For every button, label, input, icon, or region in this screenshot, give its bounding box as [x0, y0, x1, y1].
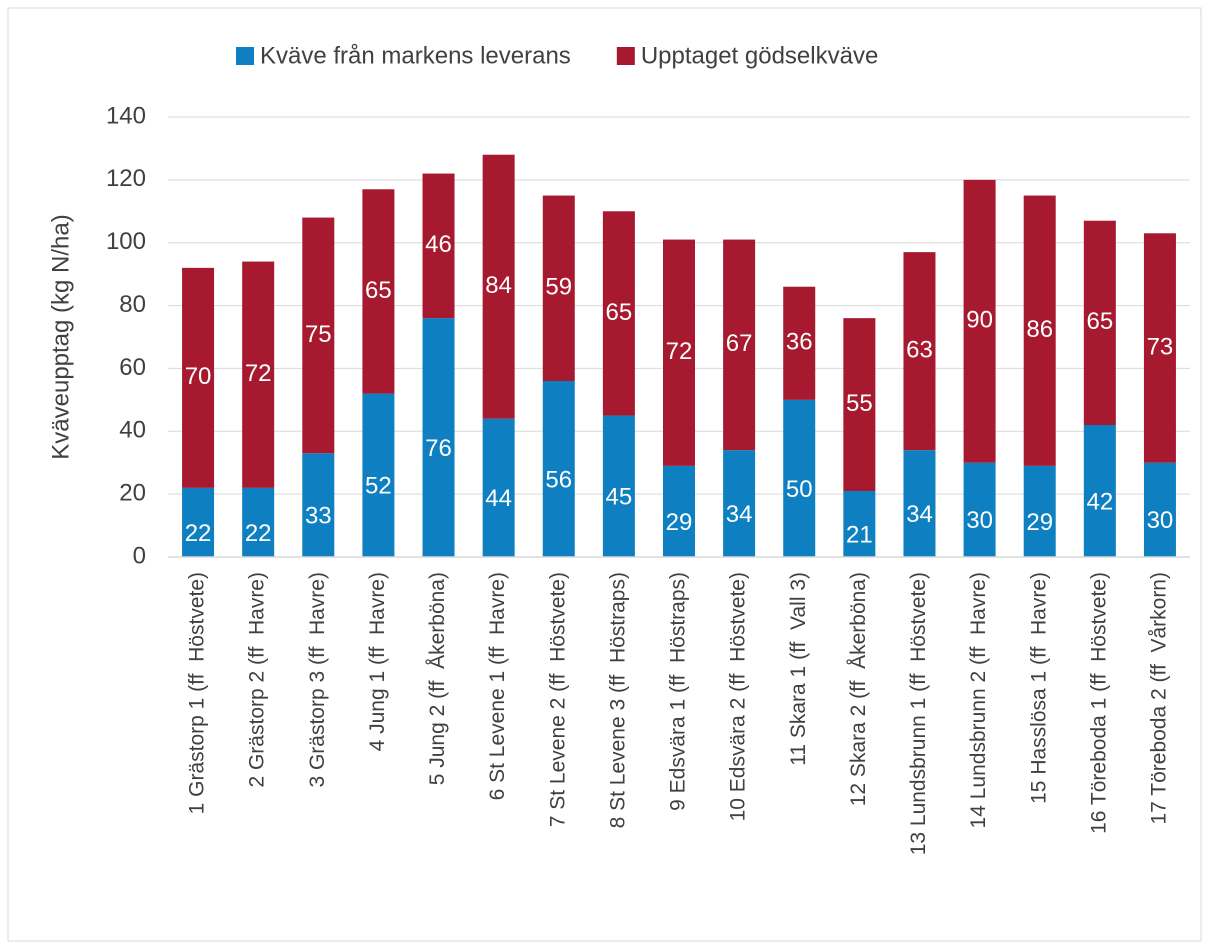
data-label: 29 — [1026, 509, 1053, 536]
y-tick-label: 20 — [119, 479, 146, 506]
data-label: 84 — [485, 272, 512, 299]
data-label: 65 — [1086, 308, 1113, 335]
data-label: 59 — [545, 274, 572, 301]
bar-segment — [663, 239, 695, 466]
data-label: 76 — [425, 435, 452, 462]
bar-segment — [362, 189, 395, 394]
bar-segment — [482, 418, 515, 557]
bar-segment — [1023, 195, 1056, 466]
bar-segment — [242, 487, 275, 557]
x-tick-label: 11 Skara 1 (ff Vall 3) — [787, 572, 810, 766]
bar-segment — [1143, 462, 1176, 557]
y-tick-label: 60 — [119, 354, 146, 381]
legend-label: Upptaget gödselkväve — [641, 42, 879, 69]
bar-segment — [663, 465, 695, 557]
data-label: 29 — [666, 509, 693, 536]
x-tick-label: 15 Hasslösa 1 (ff Havre) — [1027, 572, 1050, 804]
bar-segment — [302, 453, 335, 557]
bar-segment — [182, 267, 215, 488]
legend-swatch — [616, 47, 635, 65]
x-tick-label: 5 Jung 2 (ff Åkerböna) — [426, 572, 449, 785]
bar-segment — [1083, 220, 1116, 425]
x-tick-label: 16 Töreboda 1 (ff Höstvete) — [1087, 572, 1110, 834]
data-label: 73 — [1147, 333, 1174, 360]
bar-segment — [783, 286, 816, 400]
bar-segment — [783, 399, 816, 557]
bar-segment — [302, 217, 335, 454]
bar-segment — [903, 450, 936, 557]
bar-segment — [843, 318, 876, 491]
data-label: 67 — [726, 330, 753, 357]
x-tick-label: 6 St Levene 1 (ff Havre) — [486, 572, 509, 800]
bar-segment — [1143, 233, 1176, 463]
y-tick-label: 0 — [133, 542, 146, 569]
bar-segment — [723, 239, 756, 451]
bar-segment — [903, 252, 936, 451]
y-tick-label: 40 — [119, 417, 146, 444]
bar-segment — [182, 487, 215, 557]
x-tick-label: 14 Lundsbrunn 2 (ff Havre) — [967, 572, 990, 828]
data-label: 63 — [906, 336, 933, 363]
data-label: 30 — [1147, 507, 1174, 534]
y-tick-label: 140 — [106, 102, 146, 129]
data-label: 34 — [906, 501, 933, 528]
x-tick-label: 4 Jung 1 (ff Havre) — [366, 572, 389, 751]
data-label: 72 — [245, 360, 272, 387]
data-label: 21 — [846, 521, 873, 548]
data-label: 46 — [425, 231, 452, 258]
data-label: 56 — [545, 466, 572, 493]
x-tick-label: 12 Skara 2 (ff Åkerböna) — [847, 572, 870, 806]
data-label: 65 — [365, 277, 392, 304]
data-label: 70 — [185, 363, 212, 390]
x-tick-label: 13 Lundsbrunn 1 (ff Höstvete) — [907, 572, 930, 855]
bar-segment — [963, 179, 996, 463]
data-label: 45 — [606, 484, 633, 511]
bar-segment — [723, 450, 756, 557]
bar-segment — [542, 381, 575, 557]
data-label: 72 — [666, 338, 693, 365]
bar-segment — [602, 211, 635, 416]
bar-segment — [1023, 465, 1056, 557]
x-tick-label: 7 St Levene 2 (ff Höstvete) — [546, 572, 569, 827]
data-label: 75 — [305, 321, 332, 348]
y-axis-label: Kväveupptag (kg N/ha) — [47, 214, 74, 459]
data-label: 90 — [966, 307, 993, 334]
x-tick-label: 1 Grästorp 1 (ff Höstvete) — [186, 572, 209, 814]
data-label: 22 — [185, 520, 212, 547]
data-label: 36 — [786, 329, 813, 356]
x-tick-label: 3 Grästorp 3 (ff Havre) — [306, 572, 329, 788]
bar-segment — [482, 154, 515, 419]
data-label: 22 — [245, 520, 272, 547]
bar-segment — [963, 462, 996, 557]
bar-segment — [1083, 425, 1116, 557]
data-label: 34 — [726, 501, 753, 528]
data-label: 52 — [365, 473, 392, 500]
bar-segment — [242, 261, 275, 488]
data-label: 42 — [1086, 488, 1113, 515]
x-tick-label: 8 St Levene 3 (ff Höstraps) — [606, 572, 629, 828]
bar-segment — [362, 393, 395, 557]
bar-segment — [422, 173, 455, 319]
data-label: 50 — [786, 476, 813, 503]
bar-segment — [542, 195, 575, 381]
data-label: 44 — [485, 485, 512, 512]
data-label: 33 — [305, 502, 332, 529]
x-tick-label: 9 Edsvära 1 (ff Höstraps) — [667, 572, 690, 811]
x-tick-label: 2 Grästorp 2 (ff Havre) — [246, 572, 269, 788]
bar-segment — [843, 491, 876, 557]
data-label: 86 — [1026, 316, 1053, 343]
data-label: 55 — [846, 390, 873, 417]
x-tick-label: 17 Töreboda 2 (ff Vårkorn) — [1147, 572, 1170, 825]
y-tick-label: 80 — [119, 291, 146, 318]
bar-segment — [602, 415, 635, 557]
y-tick-label: 100 — [106, 228, 146, 255]
x-tick-label: 10 Edsvära 2 (ff Höstvete) — [727, 572, 750, 821]
data-label: 30 — [966, 507, 993, 534]
data-label: 65 — [606, 299, 633, 326]
y-tick-label: 120 — [106, 165, 146, 192]
legend-swatch — [236, 47, 254, 65]
bar-segment — [422, 318, 455, 557]
legend-label: Kväve från markens leverans — [260, 42, 571, 69]
